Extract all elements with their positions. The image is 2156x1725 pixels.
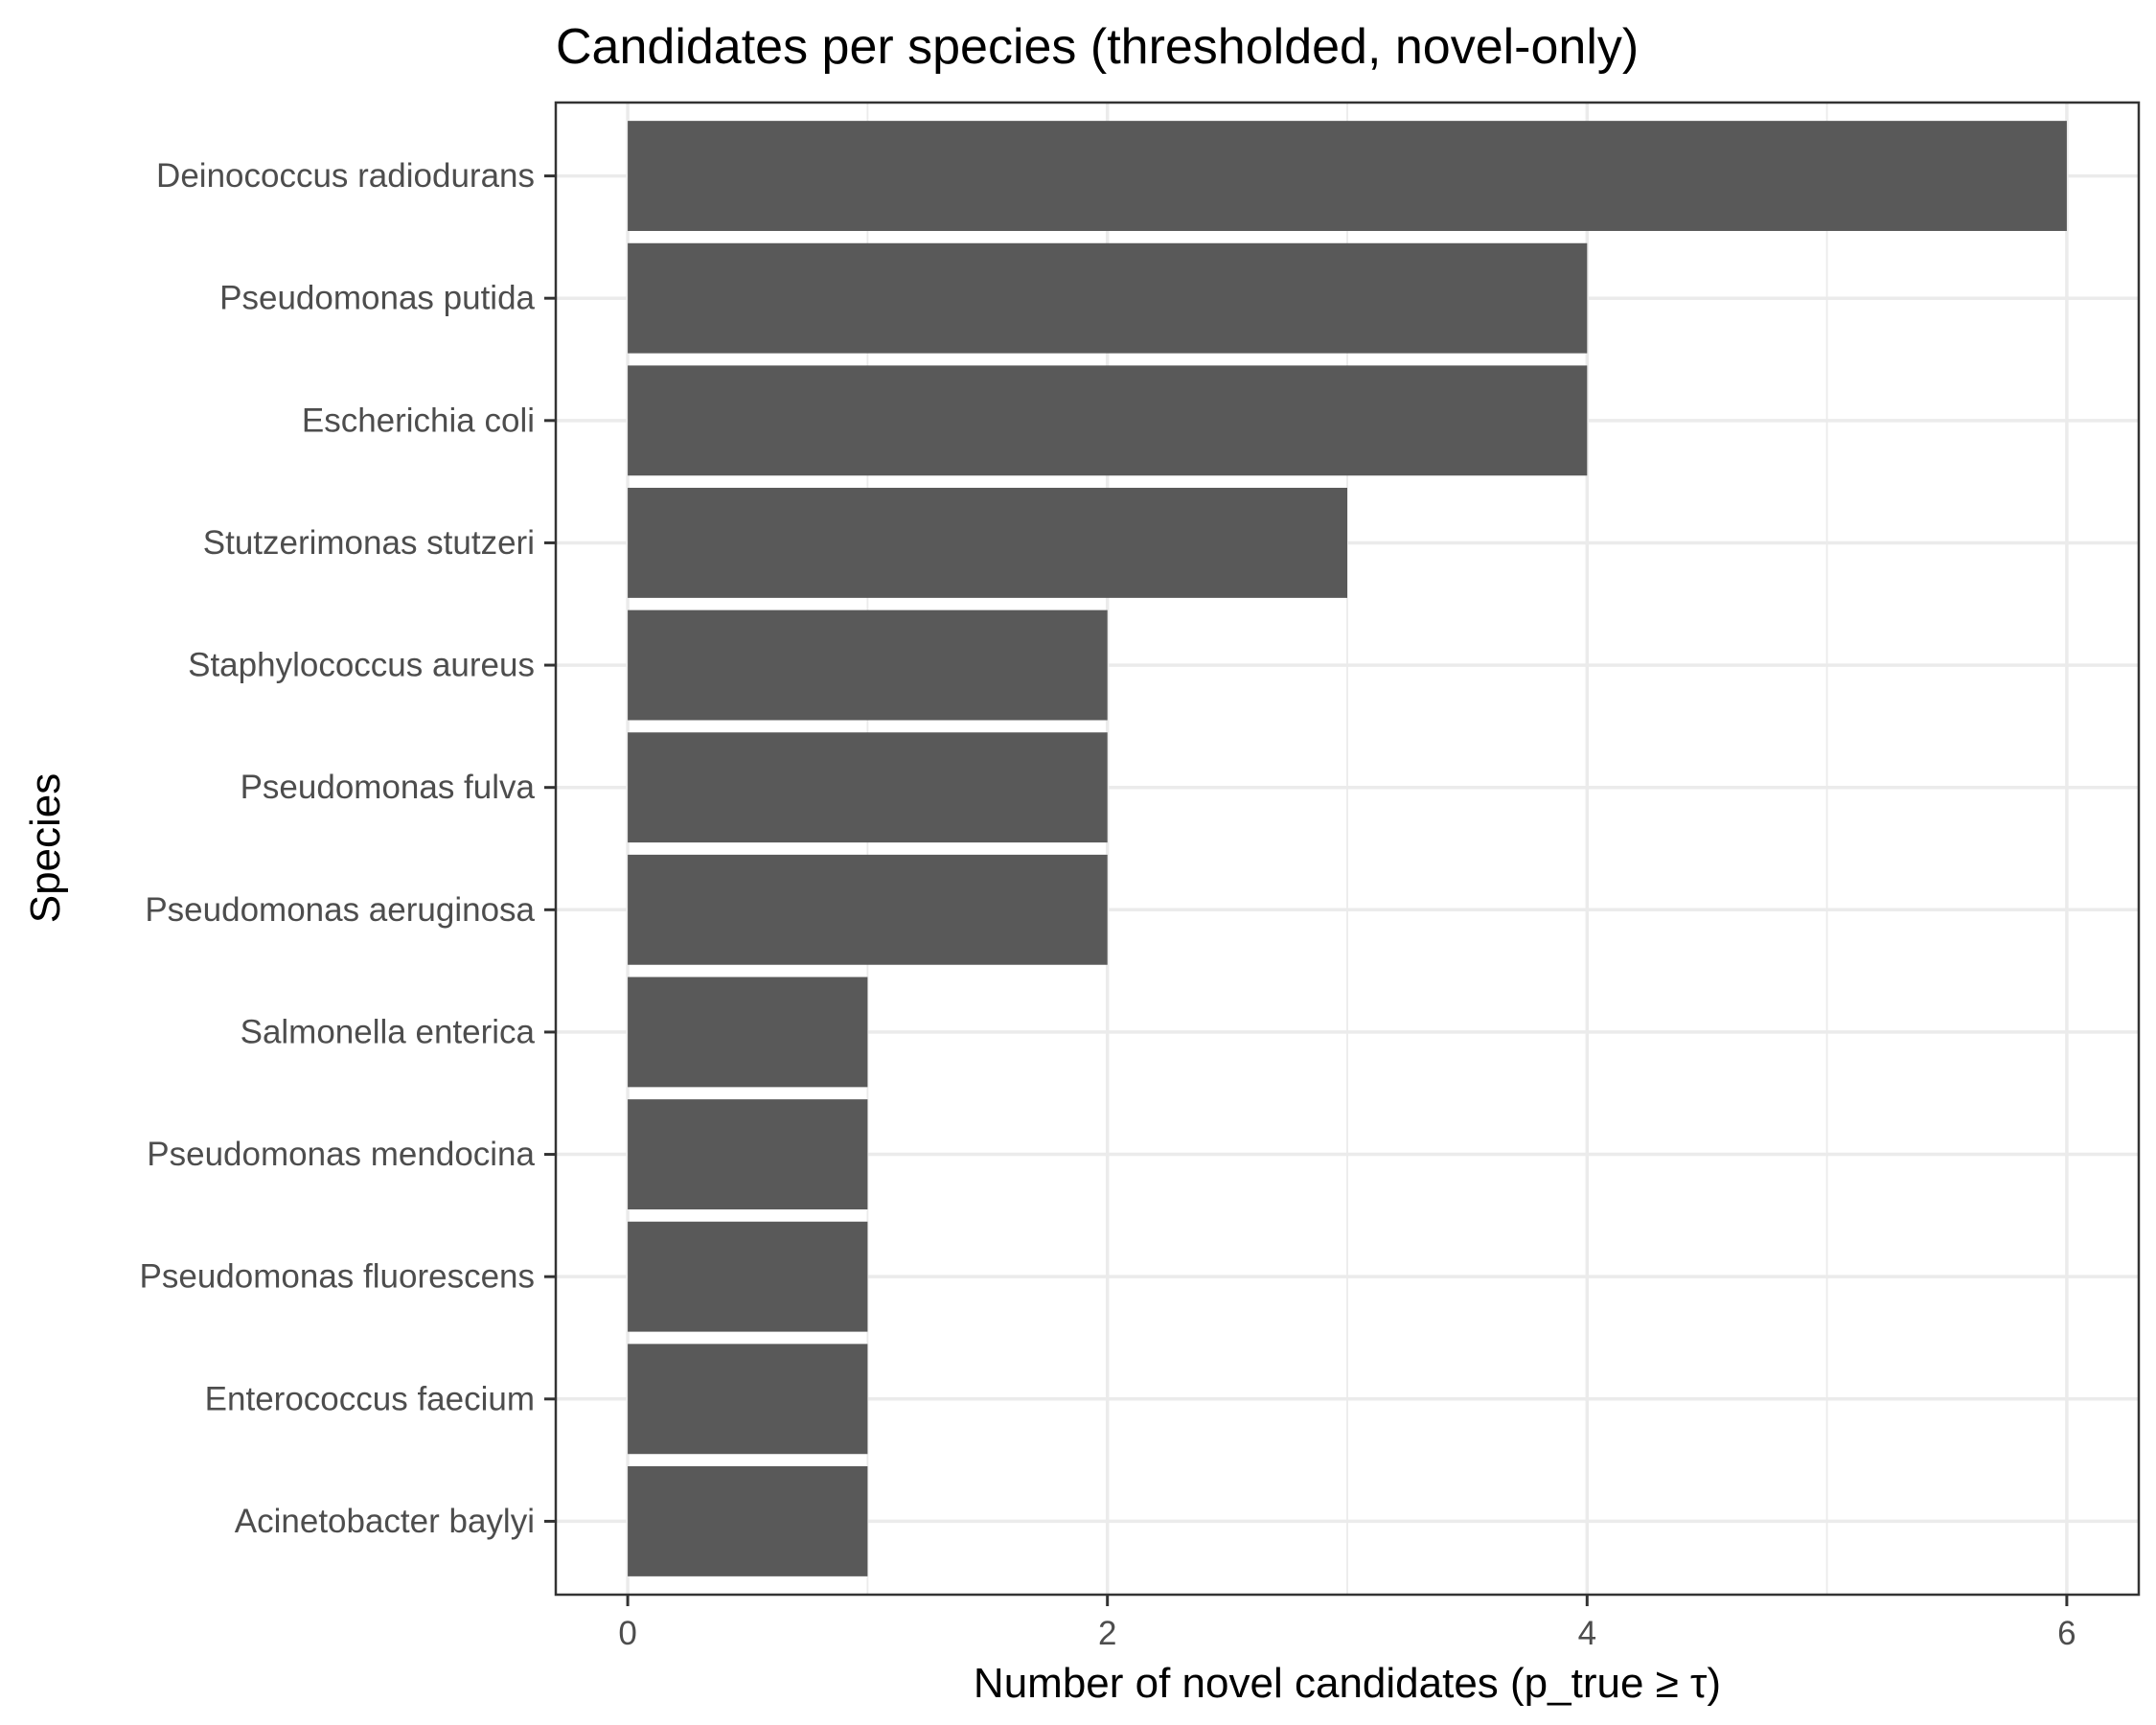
y-tick-label: Enterococcus faecium (205, 1380, 535, 1417)
x-tick-label: 0 (618, 1615, 636, 1652)
bar (628, 1465, 868, 1576)
y-axis-title: Species (22, 773, 69, 924)
bar (628, 977, 868, 1088)
bar (628, 732, 1108, 843)
y-tick-label: Deinococcus radiodurans (156, 157, 535, 195)
bar (628, 610, 1108, 721)
y-tick-label: Pseudomonas mendocina (147, 1136, 535, 1173)
y-tick-label: Staphylococcus aureus (188, 647, 535, 684)
y-tick-label: Escherichia coli (302, 402, 535, 439)
x-axis-title: Number of novel candidates (p_true ≥ τ) (974, 1660, 1721, 1707)
bar (628, 365, 1588, 476)
panel-border (554, 101, 2141, 1597)
bar (628, 854, 1108, 965)
y-tick-label: Salmonella enterica (241, 1013, 536, 1050)
y-tick-label: Pseudomonas fulva (241, 769, 536, 806)
bar (628, 488, 1347, 598)
chart-title: Candidates per species (thresholded, nov… (556, 19, 1639, 75)
bar (628, 121, 2067, 232)
y-tick-label: Pseudomonas putida (219, 280, 535, 317)
x-tick-label: 4 (1578, 1615, 1596, 1652)
bars (628, 121, 2067, 1576)
bar (628, 1344, 868, 1455)
y-tick-label: Pseudomonas aeruginosa (145, 891, 535, 929)
bar (628, 1221, 868, 1332)
x-tick-label: 6 (2057, 1615, 2076, 1652)
x-axis-ticks: 0 2 4 6 (618, 1595, 2076, 1652)
bar (628, 242, 1588, 354)
y-axis-ticks: Deinococcus radiodurans Pseudomonas putid… (140, 157, 556, 1540)
y-tick-label: Stutzerimonas stutzeri (203, 524, 535, 562)
x-tick-label: 2 (1098, 1615, 1116, 1652)
bar (628, 1099, 868, 1209)
y-tick-label: Acinetobacter baylyi (235, 1503, 535, 1540)
y-tick-label: Pseudomonas fluorescens (140, 1258, 535, 1296)
